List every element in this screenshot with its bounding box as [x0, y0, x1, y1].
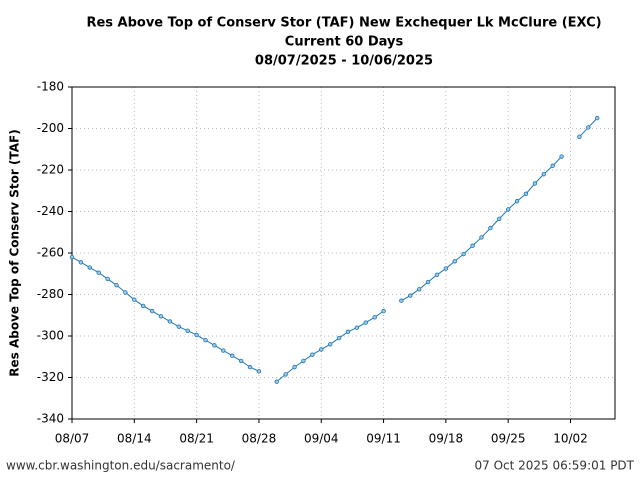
data-point: [274, 379, 279, 384]
data-point: [194, 332, 199, 338]
data-point: [488, 225, 493, 231]
y-tick-label: -280: [37, 287, 64, 301]
data-point: [514, 198, 520, 204]
data-point: [310, 352, 315, 357]
data-point: [230, 353, 235, 358]
data-point: [443, 266, 449, 271]
data-point: [221, 348, 226, 353]
data-point: [541, 171, 546, 177]
x-tick-label: 08/21: [179, 432, 214, 446]
data-point: [577, 134, 582, 139]
data-point: [505, 207, 511, 212]
chart-title: Res Above Top of Conserv Stor (TAF) New …: [86, 16, 601, 31]
data-point: [319, 347, 324, 352]
x-tick-label: 09/25: [491, 432, 526, 446]
data-point: [247, 364, 253, 370]
data-point: [327, 342, 333, 347]
data-point: [238, 358, 244, 364]
timestamp: 07 Oct 2025 06:59:01 PDT: [474, 459, 634, 473]
data-point: [523, 191, 529, 197]
y-tick-label: -220: [37, 163, 64, 177]
data-point: [149, 308, 155, 314]
data-point: [594, 115, 600, 121]
data-point: [69, 254, 75, 260]
y-tick-label: -180: [37, 80, 64, 94]
data-point: [185, 328, 190, 334]
y-tick-label: -240: [37, 204, 64, 218]
data-point: [87, 265, 93, 270]
x-tick-label: 09/18: [429, 432, 464, 446]
data-point: [399, 298, 404, 303]
data-point: [292, 364, 297, 370]
data-point: [434, 272, 440, 277]
x-tick-label: 08/07: [55, 432, 90, 446]
data-point: [425, 279, 431, 285]
y-axis-label: Res Above Top of Conserv Stor (TAF): [8, 129, 22, 376]
y-tick-label: -320: [37, 370, 64, 384]
y-tick-label: -300: [37, 329, 64, 343]
data-point: [559, 154, 564, 159]
data-point: [354, 325, 360, 330]
data-point: [132, 297, 137, 302]
data-point: [78, 260, 84, 265]
x-tick-label: 09/04: [304, 432, 339, 446]
y-tick-label: -260: [37, 246, 64, 260]
data-point: [479, 235, 484, 240]
data-point: [345, 329, 351, 335]
plot-frame: [71, 86, 616, 420]
data-point: [550, 163, 555, 169]
data-point: [141, 303, 146, 309]
data-point: [123, 290, 128, 295]
data-point: [381, 308, 386, 314]
y-tick-label: -340: [37, 412, 64, 426]
x-tick-label: 10/02: [553, 432, 588, 446]
data-point: [532, 181, 538, 186]
x-tick-label: 09/11: [366, 432, 401, 446]
data-point: [586, 125, 591, 130]
data-point: [96, 270, 101, 275]
data-point: [203, 337, 208, 343]
data-point: [256, 369, 262, 374]
data-point: [158, 314, 164, 319]
data-point: [497, 216, 502, 221]
data-point: [416, 287, 422, 292]
data-point: [212, 343, 217, 348]
x-tick-label: 08/28: [242, 432, 277, 446]
y-tick-label: -200: [37, 121, 64, 135]
source: www.cbr.washington.edu/sacramento/: [6, 459, 236, 473]
data-point: [105, 276, 110, 282]
data-point: [461, 251, 466, 257]
data-point: [452, 259, 457, 264]
chart-subtitle: Current 60 Days: [285, 35, 404, 50]
data-point: [408, 293, 413, 298]
date-range: 08/07/2025 - 10/06/2025: [255, 54, 433, 69]
x-tick-label: 08/14: [117, 432, 152, 446]
data-point: [283, 372, 288, 377]
data-point: [176, 324, 182, 329]
data-point: [114, 282, 119, 288]
data-point: [301, 358, 306, 364]
data-point: [372, 315, 377, 320]
data-point: [167, 319, 173, 324]
data-point: [470, 243, 475, 248]
data-line: [71, 117, 598, 383]
data-point: [336, 335, 342, 341]
data-point: [363, 320, 368, 325]
